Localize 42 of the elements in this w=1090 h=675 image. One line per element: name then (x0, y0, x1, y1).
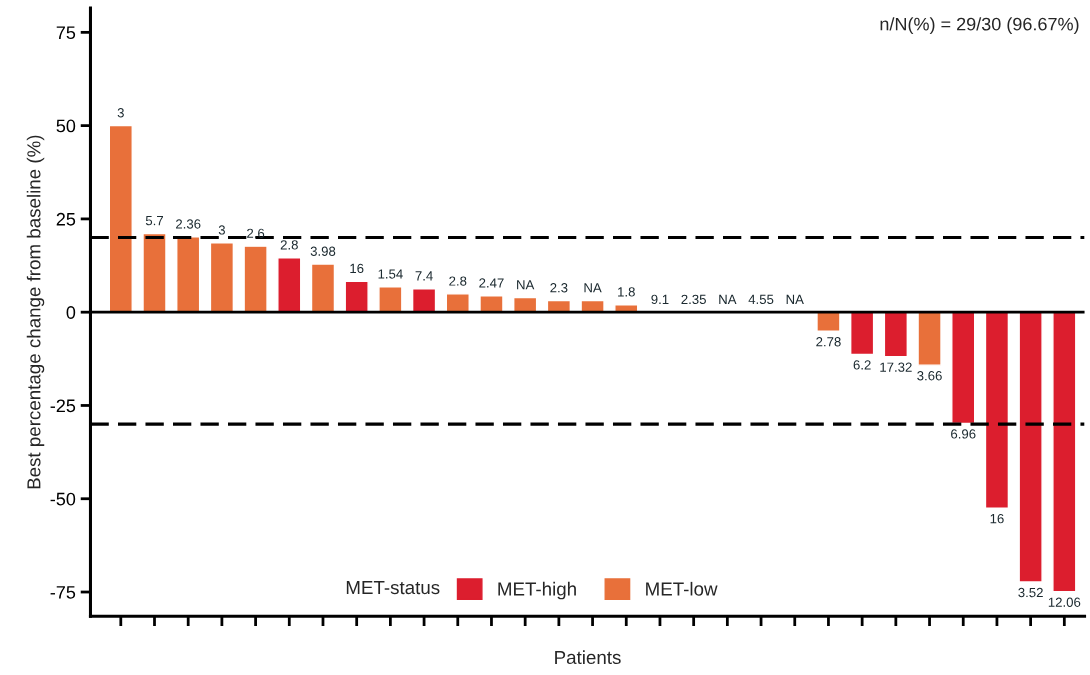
y-tick-label: -75 (50, 586, 76, 599)
legend-label: MET-low (646, 581, 718, 596)
text: 2.3 (550, 283, 568, 293)
y-tick-label: -50 (50, 492, 76, 506)
text: 2.6 (247, 228, 265, 238)
text: 7.4 (415, 271, 433, 281)
text: 2.35 (681, 294, 706, 305)
text: 4.55 (748, 294, 774, 305)
text: 2.8 (449, 276, 467, 286)
text: NA (719, 294, 737, 304)
y-tick-label: 50 (56, 119, 76, 133)
text: 1.8 (618, 287, 635, 297)
text: 9.1 (651, 294, 669, 305)
text: 3 (218, 225, 225, 235)
text: 1.54 (378, 269, 403, 279)
text: 5.7 (145, 216, 163, 226)
y-tick-label: 25 (56, 212, 76, 226)
y-tick-label: 75 (56, 26, 76, 40)
text: NA (584, 283, 602, 293)
text: 6.2 (853, 360, 871, 370)
text: NA (517, 280, 535, 290)
text: 12.06 (1048, 597, 1081, 607)
text: 16 (990, 513, 1004, 524)
y-axis-title: Best percentage change from baseline (%) (26, 135, 45, 489)
legend-label: MET-high (498, 581, 576, 600)
text: 3 (117, 108, 124, 118)
text: 3.52 (1018, 587, 1043, 598)
text: NA (786, 294, 804, 304)
legend-title: MET-status (346, 581, 440, 595)
text: 6.96 (951, 429, 976, 439)
x-axis-title: Patients (555, 650, 621, 665)
text: 17.32 (880, 362, 912, 372)
text: 3.66 (917, 371, 942, 381)
text: 3.98 (310, 246, 336, 256)
text: 2.78 (816, 337, 841, 347)
y-tick-label: -25 (50, 399, 76, 413)
text: 2.47 (479, 278, 504, 288)
text: 16 (350, 263, 364, 274)
text: 2.36 (176, 219, 201, 229)
text: 2.8 (280, 240, 298, 250)
annotation: n/N(%) = 29/30 (96.67%) (880, 17, 1079, 35)
y-tick-label: 0 (66, 306, 76, 319)
